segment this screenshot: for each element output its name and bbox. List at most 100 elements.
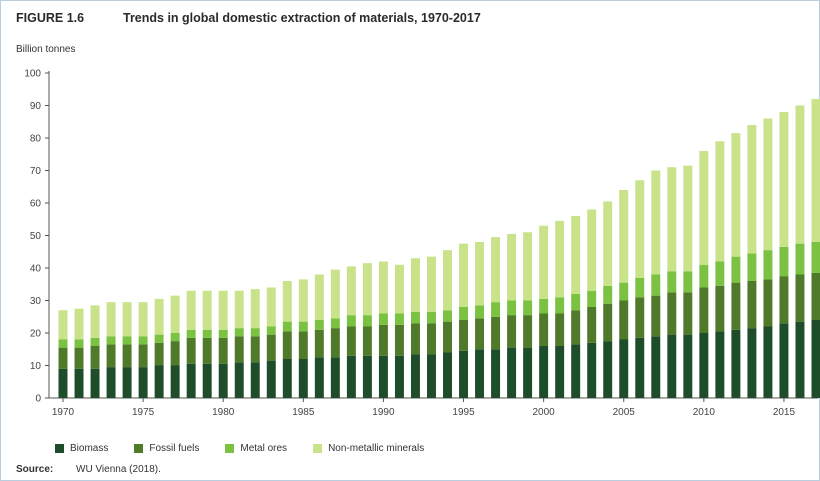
bar-segment-metal-ores-1995	[459, 307, 469, 320]
bar-segment-fossil-fuels-2010	[699, 287, 709, 333]
x-tick-label: 1980	[212, 407, 235, 418]
bar-segment-fossil-fuels-1977	[170, 341, 180, 366]
bar-segment-biomass-1995	[459, 350, 469, 399]
bar-segment-biomass-1992	[410, 354, 420, 399]
y-axis-label: Billion tonnes	[16, 44, 76, 55]
bar-segment-metal-ores-2001	[555, 297, 565, 314]
bar-segment-fossil-fuels-2009	[683, 292, 693, 335]
bar-segment-biomass-1980	[218, 363, 228, 399]
bar-segment-metal-ores-1973	[106, 336, 116, 345]
legend-swatch-metal-ores	[225, 443, 235, 453]
bar-segment-metal-ores-2005	[619, 282, 629, 301]
bar-segment-metal-ores-1982	[250, 328, 260, 337]
y-tick-label: 50	[30, 231, 42, 242]
bar-segment-fossil-fuels-1975	[138, 344, 148, 368]
bar-segment-non-metallic-minerals-2016	[795, 105, 805, 244]
bar-segment-metal-ores-2008	[667, 271, 677, 293]
bar-segment-fossil-fuels-2001	[555, 313, 565, 346]
bar-segment-non-metallic-minerals-2015	[779, 112, 789, 247]
bar-segment-fossil-fuels-1992	[410, 323, 420, 355]
bar-segment-fossil-fuels-1993	[427, 323, 436, 355]
legend-swatch-fossil-fuels	[134, 443, 144, 453]
bar-segment-biomass-2003	[587, 342, 597, 398]
bar-segment-biomass-2014	[763, 326, 773, 398]
bar-segment-fossil-fuels-1987	[330, 328, 340, 358]
bar-segment-metal-ores-2015	[779, 246, 789, 277]
bar-segment-fossil-fuels-2013	[747, 281, 757, 329]
bar-segment-metal-ores-1986	[314, 320, 324, 330]
bar-segment-metal-ores-2017	[811, 242, 820, 273]
bar-segment-non-metallic-minerals-2000	[539, 225, 549, 299]
bar-segment-biomass-1972	[90, 368, 100, 398]
x-tick-label: 1995	[452, 407, 475, 418]
bar-segment-fossil-fuels-2014	[763, 279, 773, 327]
bar-segment-metal-ores-1976	[154, 334, 164, 343]
bar-segment-fossil-fuels-2016	[795, 274, 805, 322]
bar-segment-biomass-1991	[394, 355, 404, 398]
bar-segment-fossil-fuels-1978	[186, 337, 196, 364]
bar-segment-biomass-1989	[362, 355, 372, 398]
bar-segment-non-metallic-minerals-1988	[346, 266, 356, 316]
bar-segment-fossil-fuels-1980	[218, 337, 228, 364]
bar-segment-fossil-fuels-1972	[90, 346, 100, 369]
bar-segment-fossil-fuels-1997	[491, 316, 501, 350]
bar-segment-biomass-1984	[282, 359, 292, 398]
bar-segment-fossil-fuels-1996	[475, 318, 485, 350]
bar-segment-non-metallic-minerals-1983	[266, 287, 276, 327]
bar-segment-non-metallic-minerals-1974	[122, 302, 132, 337]
bar-segment-metal-ores-2010	[699, 264, 709, 288]
bar-segment-non-metallic-minerals-2002	[571, 216, 581, 294]
bar-segment-biomass-1985	[298, 359, 308, 398]
bar-segment-metal-ores-1989	[362, 315, 372, 327]
bar-segment-non-metallic-minerals-1989	[362, 263, 372, 316]
bar-segment-biomass-2005	[619, 339, 629, 398]
bar-segment-fossil-fuels-1979	[202, 337, 212, 364]
bar-segment-biomass-1988	[346, 355, 356, 398]
bar-segment-metal-ores-1978	[186, 329, 196, 338]
bar-segment-metal-ores-1983	[266, 326, 276, 335]
bar-segment-biomass-2000	[539, 346, 549, 398]
bar-segment-metal-ores-1991	[394, 313, 404, 325]
bar-segment-biomass-1996	[475, 349, 485, 398]
bar-segment-non-metallic-minerals-1972	[90, 305, 100, 338]
legend-swatch-non-metallic-minerals	[313, 443, 323, 453]
bar-segment-non-metallic-minerals-1970	[58, 310, 68, 340]
bar-segment-fossil-fuels-2003	[587, 307, 597, 343]
bar-segment-metal-ores-1992	[410, 311, 420, 324]
bar-segment-biomass-1993	[427, 354, 436, 399]
bar-segment-fossil-fuels-1970	[58, 347, 68, 369]
bar-segment-fossil-fuels-2000	[539, 313, 549, 346]
bar-segment-fossil-fuels-1974	[122, 344, 132, 368]
bar-segment-non-metallic-minerals-2010	[699, 151, 709, 265]
bar-segment-biomass-2008	[667, 334, 677, 399]
source-text: WU Vienna (2018).	[76, 464, 161, 475]
bar-segment-non-metallic-minerals-1981	[234, 290, 244, 329]
bar-segment-metal-ores-2013	[747, 253, 757, 282]
bar-segment-metal-ores-2009	[683, 271, 693, 293]
bar-segment-non-metallic-minerals-2001	[555, 220, 565, 298]
bar-segment-non-metallic-minerals-1995	[459, 243, 469, 308]
source-label: Source:	[16, 464, 54, 475]
bar-segment-non-metallic-minerals-1986	[314, 274, 324, 320]
bar-segment-non-metallic-minerals-1971	[74, 308, 84, 340]
bar-segment-biomass-1970	[58, 368, 68, 398]
bar-segment-biomass-1976	[154, 365, 164, 398]
bar-segment-non-metallic-minerals-1973	[106, 302, 116, 337]
bar-segment-metal-ores-1985	[298, 321, 308, 332]
bar-segment-non-metallic-minerals-1997	[491, 237, 501, 303]
y-tick-label: 0	[35, 394, 41, 405]
bar-segment-fossil-fuels-1988	[346, 326, 356, 356]
bar-segment-non-metallic-minerals-1980	[218, 290, 228, 330]
legend-item-fossil-fuels: Fossil fuels	[134, 443, 199, 454]
x-tick-label: 1970	[52, 407, 75, 418]
bar-segment-metal-ores-1975	[138, 336, 148, 345]
figure-number: FIGURE 1.6	[16, 11, 85, 25]
bar-segment-biomass-1971	[74, 368, 84, 398]
bar-segment-fossil-fuels-1991	[394, 324, 404, 356]
bar-segment-fossil-fuels-1986	[314, 329, 324, 358]
bar-segment-biomass-2016	[795, 321, 805, 399]
bar-segment-non-metallic-minerals-1999	[523, 232, 533, 301]
bar-segment-metal-ores-1999	[523, 300, 533, 316]
legend-label-metal-ores: Metal ores	[240, 442, 288, 454]
